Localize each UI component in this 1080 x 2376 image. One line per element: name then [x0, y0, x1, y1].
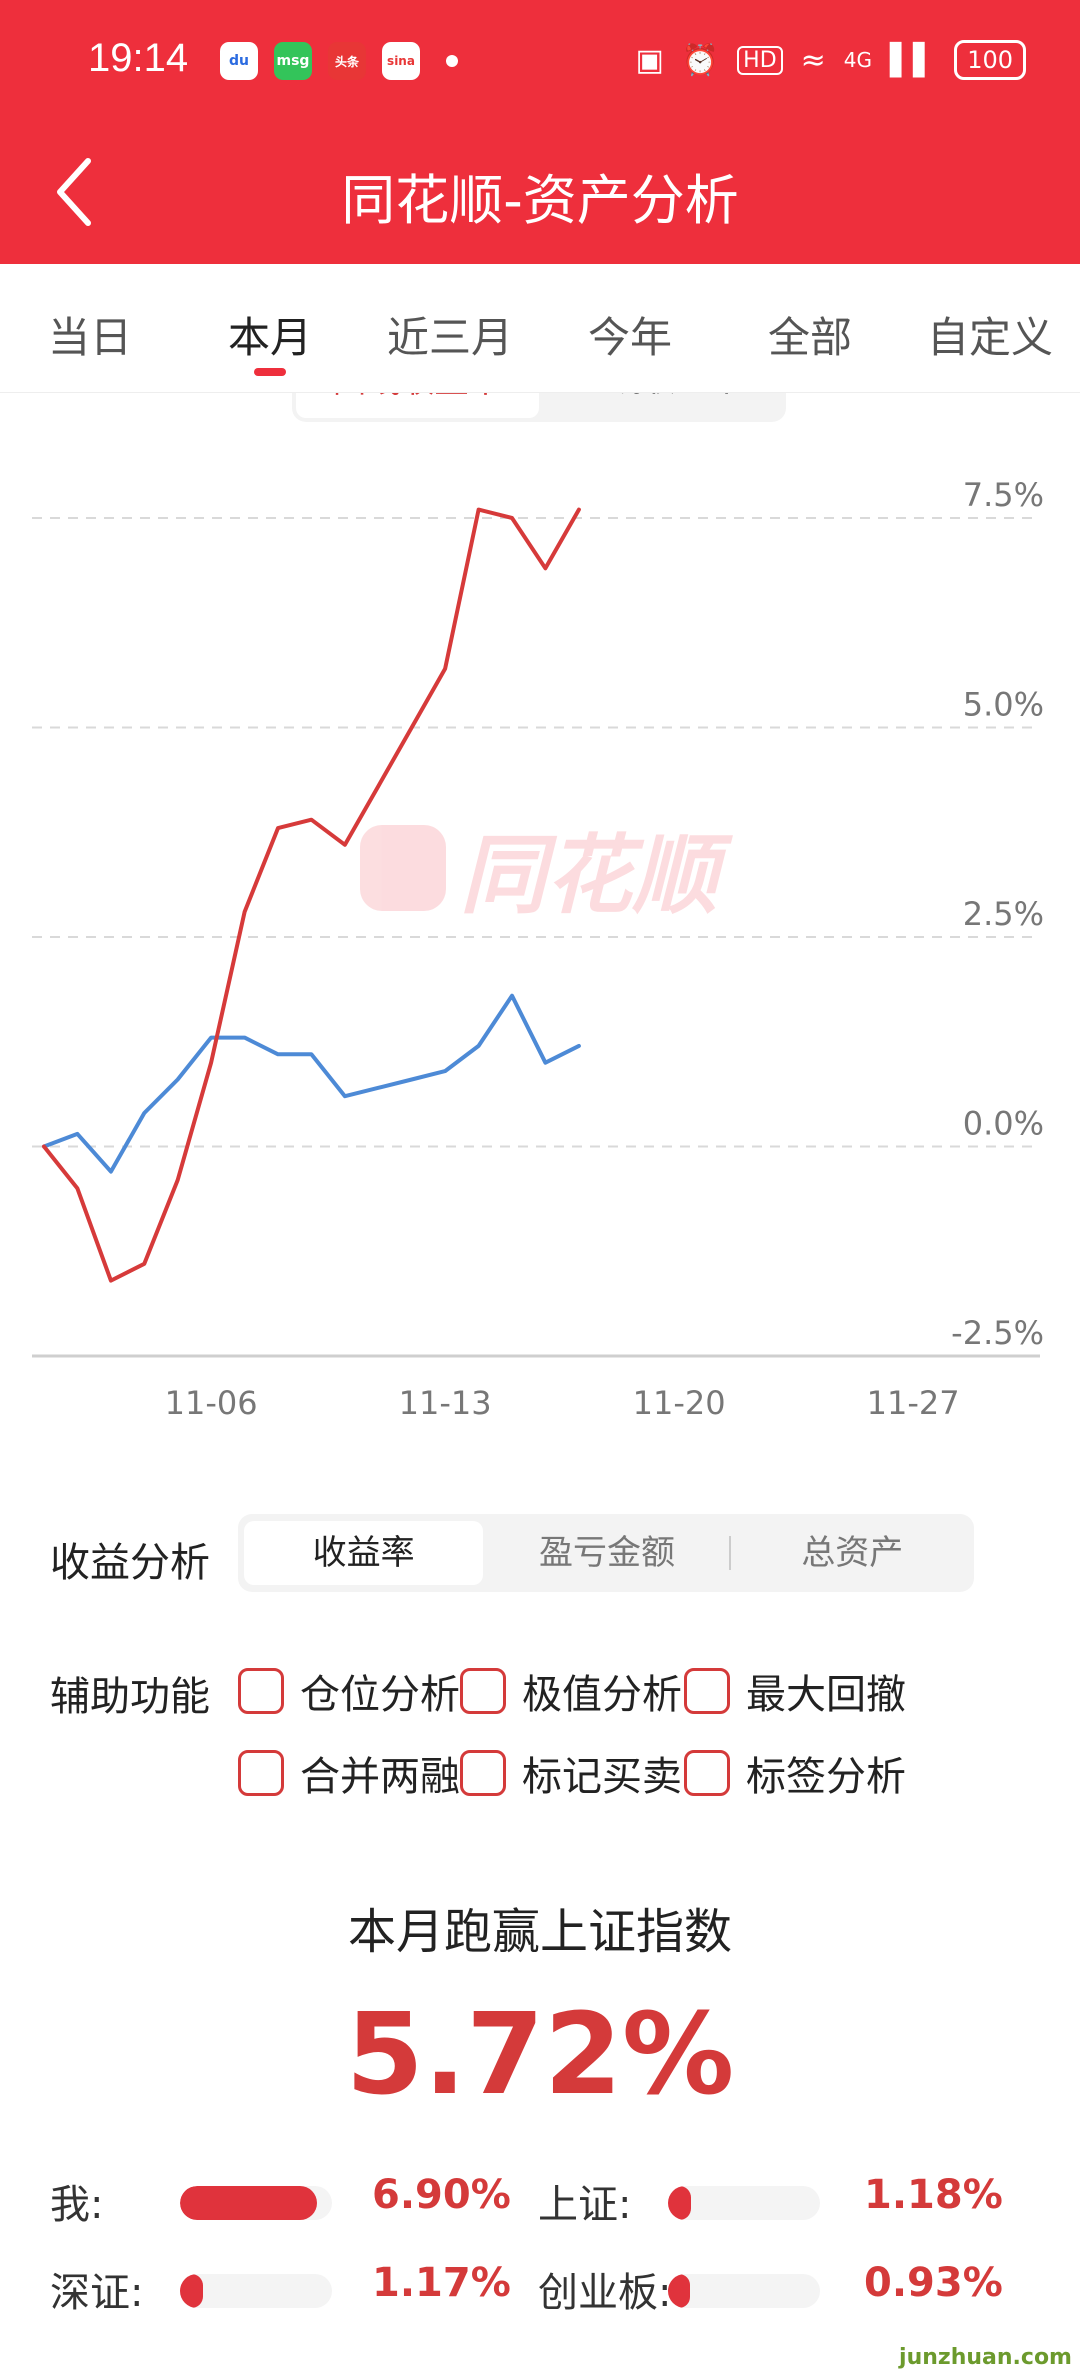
checkbox-icon	[684, 1750, 730, 1796]
y-tick-label: 5.0%	[963, 686, 1044, 724]
checkbox-label: 合并两融	[300, 1754, 460, 1800]
checkbox-label: 标记买卖	[522, 1754, 682, 1800]
watermark-logo: 同花顺	[360, 805, 718, 930]
ths-logo-icon	[360, 824, 446, 911]
tab-custom[interactable]: 自定义	[900, 264, 1080, 392]
x-tick-label: 11-13	[399, 1384, 492, 1422]
checkbox-merge-margin[interactable]: 合并两融	[238, 1744, 460, 1802]
notification-app-icons: du msg 头条 sina	[220, 42, 458, 80]
x-tick-label: 11-20	[633, 1384, 726, 1422]
series-line	[42, 507, 581, 1283]
compare-bar	[180, 2186, 332, 2220]
compare-bar-fill	[668, 2274, 690, 2308]
page-title: 同花顺-资产分析	[341, 169, 739, 232]
compare-shanghai: 上证: 1.18%	[538, 2172, 1003, 2232]
tab-today[interactable]: 当日	[0, 264, 180, 392]
watermark-text: 同花顺	[460, 826, 718, 926]
compare-label: 我:	[50, 2182, 104, 2228]
return-line-chart[interactable]: 7.5% 5.0% 2.5% 0.0% -2.5% 11-06 11-13 11-20 11-2…	[0, 440, 1080, 1440]
y-tick-label: 2.5%	[963, 895, 1044, 933]
checkbox-icon	[238, 1750, 284, 1796]
compare-value: 1.18%	[864, 2172, 1003, 2218]
tab-all[interactable]: 全部	[720, 264, 900, 392]
beat-index-title: 本月跑赢上证指数	[347, 1904, 732, 1960]
x-tick-label: 11-27	[867, 1384, 960, 1422]
baidu-app-icon: du	[220, 42, 258, 80]
analysis-switch: 收益率 盈亏金额 总资产	[238, 1514, 974, 1592]
more-notifications-icon	[446, 55, 458, 67]
system-icons: ▣ ⏰ HD ≈ 4G ▌▌ 100	[635, 40, 1026, 80]
aux-label: 辅助功能	[50, 1674, 210, 1720]
status-bar: 19:14 du msg 头条 sina ▣ ⏰ HD ≈ 4G ▌▌ 100	[0, 0, 1080, 124]
beat-index-value: 5.72%	[345, 1990, 735, 2120]
return-rate-option[interactable]: 收益率	[244, 1521, 484, 1585]
analysis-label: 收益分析	[50, 1540, 210, 1586]
series-line	[42, 993, 581, 1174]
compare-chinext: 创业板: 0.93%	[538, 2260, 1003, 2320]
y-tick-label: 0.0%	[963, 1105, 1044, 1143]
x-tick-label: 11-06	[165, 1384, 258, 1422]
checkbox-icon	[460, 1750, 506, 1796]
checkbox-label: 极值分析	[522, 1672, 682, 1718]
nfc-icon: ▣	[635, 42, 664, 78]
tab-label: 今年	[587, 313, 672, 362]
sina-app-icon: sina	[382, 42, 420, 80]
tab-label: 全部	[767, 313, 852, 362]
checkbox-max-drawdown[interactable]: 最大回撤	[684, 1662, 906, 1720]
divider	[728, 1536, 731, 1570]
y-tick-label: -2.5%	[951, 1314, 1044, 1352]
hd-icon: HD	[737, 45, 783, 75]
period-tabs-overlay: 当日 本月 近三月 今年 全部 自定义	[0, 264, 1080, 393]
checkbox-icon	[238, 1668, 284, 1714]
checkbox-extreme-analysis[interactable]: 极值分析	[460, 1662, 682, 1720]
checkbox-label: 仓位分析	[300, 1672, 460, 1718]
toutiao-app-icon: 头条	[328, 42, 366, 80]
back-button[interactable]	[54, 152, 114, 232]
checkbox-mark-trades[interactable]: 标记买卖	[460, 1744, 682, 1802]
compare-mine: 我: 6.90%	[50, 2172, 511, 2232]
compare-bar-fill	[180, 2274, 203, 2308]
tab-three-months[interactable]: 近三月	[360, 264, 540, 392]
network-type: 4G	[843, 48, 873, 72]
compare-bar	[668, 2186, 820, 2220]
total-assets-option[interactable]: 总资产	[801, 1533, 904, 1573]
compare-bar	[668, 2274, 820, 2308]
tab-this-year[interactable]: 今年	[540, 264, 720, 392]
chevron-left-icon	[57, 158, 91, 226]
tab-label: 当日	[47, 313, 132, 362]
title-bar: 同花顺-资产分析	[0, 124, 1080, 264]
tab-this-month[interactable]: 本月	[180, 264, 360, 392]
profit-loss-option[interactable]: 盈亏金额	[538, 1533, 675, 1573]
compare-bar-fill	[668, 2186, 691, 2220]
active-tab-indicator	[254, 368, 286, 376]
checkbox-label: 最大回撤	[746, 1672, 906, 1718]
message-app-icon: msg	[274, 42, 312, 80]
battery-icon: 100	[954, 40, 1026, 80]
checkbox-position-analysis[interactable]: 仓位分析	[238, 1662, 460, 1720]
wifi-icon: ≈	[800, 42, 826, 78]
compare-label: 深证:	[50, 2270, 144, 2316]
compare-shenzhen: 深证: 1.17%	[50, 2260, 511, 2320]
y-tick-label: 7.5%	[963, 476, 1044, 514]
compare-value: 1.17%	[372, 2260, 511, 2306]
compare-value: 6.90%	[372, 2172, 511, 2218]
tab-label: 本月	[227, 313, 312, 362]
compare-bar-fill	[180, 2186, 317, 2220]
alarm-icon: ⏰	[681, 42, 720, 78]
compare-value: 0.93%	[864, 2260, 1003, 2306]
checkbox-label: 标签分析	[746, 1754, 906, 1800]
checkbox-icon	[684, 1668, 730, 1714]
tab-label: 近三月	[386, 313, 513, 362]
checkbox-tag-analysis[interactable]: 标签分析	[684, 1744, 906, 1802]
checkbox-icon	[460, 1668, 506, 1714]
compare-label: 创业板:	[538, 2270, 672, 2316]
header-bar: 19:14 du msg 头条 sina ▣ ⏰ HD ≈ 4G ▌▌ 100 …	[0, 0, 1080, 264]
status-time: 19:14	[88, 36, 189, 80]
site-watermark: junzhuan.com	[899, 2345, 1072, 2370]
compare-bar	[180, 2274, 332, 2308]
signal-icon: ▌▌	[890, 42, 937, 78]
compare-label: 上证:	[538, 2182, 632, 2228]
tab-label: 自定义	[926, 313, 1053, 362]
